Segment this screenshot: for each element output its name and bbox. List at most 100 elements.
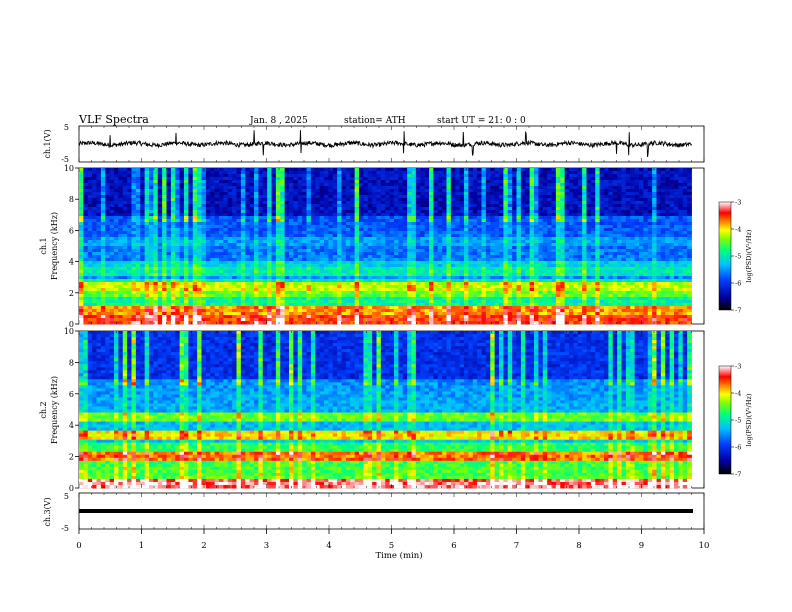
spectrogram-cell (415, 249, 421, 253)
spectrogram-cell (306, 183, 312, 187)
spectrogram-cell (450, 240, 456, 244)
spectrogram-cell (468, 201, 474, 205)
spectrogram-cell (634, 183, 640, 187)
spectrogram-cell (398, 171, 404, 175)
spectrogram-cell (149, 228, 154, 232)
spectrogram-cell (315, 228, 321, 232)
spectrogram-cell (411, 168, 417, 172)
spectrogram-cell (547, 216, 552, 220)
spectrogram-cell (83, 216, 89, 220)
spectrogram-cell (345, 264, 351, 268)
spectrogram-cell (437, 195, 443, 199)
spectrogram-cell (595, 210, 601, 214)
spectrogram-cell (175, 267, 181, 271)
spectrogram-cell (105, 252, 111, 256)
spectrogram-cell (162, 189, 167, 193)
spectrogram-cell (227, 270, 233, 274)
spectrogram-cell (275, 264, 281, 268)
spectrogram-cell (240, 171, 246, 175)
spectrogram-cell (560, 261, 566, 265)
spectrogram-cell (380, 243, 386, 247)
spectrogram-cell (420, 258, 426, 262)
spectrogram-cell (534, 213, 539, 217)
spectrogram-cell (604, 237, 609, 241)
spectrogram-cell (547, 189, 552, 193)
spectrogram-cell (415, 195, 421, 199)
spectrogram-cell (534, 237, 539, 241)
spectrogram-cell (520, 249, 526, 253)
spectrogram-cell (324, 210, 329, 214)
spectrogram-cell (332, 180, 338, 184)
spectrogram-cell (302, 231, 307, 235)
spectrogram-cell (249, 267, 255, 271)
spectrogram-cell (599, 222, 605, 226)
spectrogram-cell (398, 180, 404, 184)
spectrogram-cell (573, 246, 579, 250)
spectrogram-cell (175, 264, 181, 268)
spectrogram-cell (345, 270, 351, 274)
spectrogram-cell (573, 237, 579, 241)
spectrogram-cell (442, 171, 447, 175)
spectrogram-cell (144, 246, 150, 250)
spectrogram-cell (205, 216, 211, 220)
spectrogram-cell (678, 243, 684, 247)
spectrogram-cell (105, 168, 111, 172)
spectrogram-cell (258, 192, 264, 196)
spectrogram-cell (315, 225, 321, 229)
spectrogram-cell (394, 183, 399, 187)
spectrogram-cell (153, 246, 159, 250)
spectrogram-cell (398, 255, 404, 259)
spectrogram-cell (284, 213, 290, 217)
spectrogram-cell (398, 264, 404, 268)
spectrogram-cell (293, 174, 299, 178)
spectrogram-cell (682, 189, 688, 193)
spectrogram-cell (442, 198, 447, 202)
spectrogram-cell (538, 258, 544, 262)
spectrogram-cell (660, 198, 666, 202)
spectrogram-cell (582, 189, 587, 193)
spectrogram-cell (162, 207, 167, 211)
spectrogram-cell (643, 219, 649, 223)
spectrogram-cell (516, 255, 522, 259)
spectrogram-cell (197, 201, 202, 205)
spectrogram-cell (92, 240, 97, 244)
spectrogram-cell (100, 252, 106, 256)
spectrogram-cell (289, 261, 294, 265)
spectrogram-cell (170, 243, 176, 247)
spectrogram-cell (669, 222, 675, 226)
spectrogram-cell (118, 219, 124, 223)
spectrogram-cell (354, 192, 360, 196)
spectrogram-cell (122, 174, 128, 178)
spectrogram-cell (267, 252, 272, 256)
spectrogram-cell (87, 201, 93, 205)
spectrogram-cell (468, 183, 474, 187)
spectrogram-cell (149, 240, 154, 244)
spectrogram-cell (547, 246, 552, 250)
spectrogram-cell (205, 258, 211, 262)
spectrogram-cell (219, 168, 224, 172)
spectrogram-cell (249, 210, 255, 214)
spectrogram-cell (564, 228, 570, 232)
spectrogram-cell (363, 189, 369, 193)
spectrogram-cell (450, 258, 456, 262)
spectrogram-cell (249, 195, 255, 199)
spectrogram-cell (534, 189, 539, 193)
spectrogram-cell (105, 192, 111, 196)
spectrogram-cell (79, 204, 84, 208)
spectrogram-cell (394, 237, 399, 241)
spectrogram-cell (437, 261, 443, 265)
spectrogram-cell (144, 183, 150, 187)
spectrogram-cell (665, 207, 671, 211)
spectrogram-cell (157, 237, 163, 241)
spectrogram-cell (345, 180, 351, 184)
spectrogram-cell (459, 237, 465, 241)
spectrogram-cell (345, 222, 351, 226)
spectrogram-cell (394, 249, 399, 253)
spectrogram-cell (109, 255, 115, 259)
spectrogram-cell (407, 237, 412, 241)
spectrogram-cell (534, 210, 539, 214)
spectrogram-cell (254, 267, 259, 271)
spectrogram-cell (359, 255, 364, 259)
spectrogram-cell (472, 180, 478, 184)
spectrogram-cell (433, 240, 439, 244)
